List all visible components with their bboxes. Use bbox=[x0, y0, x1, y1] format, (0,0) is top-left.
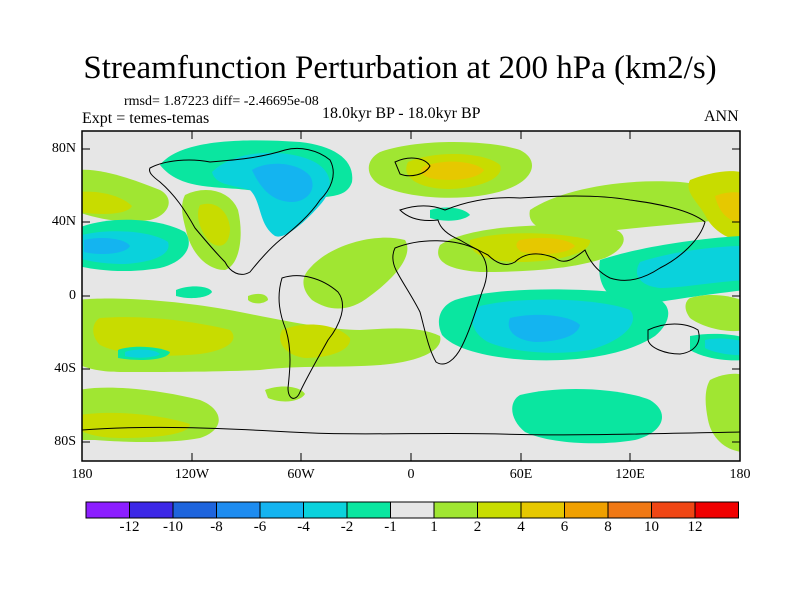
colorbar-swatch bbox=[303, 501, 348, 519]
lon-label: 180 bbox=[71, 467, 93, 482]
axis-ticks bbox=[82, 131, 740, 461]
lat-label: 80N bbox=[51, 141, 76, 156]
period-label: 18.0kyr BP - 18.0kyr BP bbox=[322, 105, 481, 122]
colorbar-label: -4 bbox=[297, 519, 310, 535]
colorbar-label: 1 bbox=[430, 519, 438, 535]
lon-label: 60E bbox=[509, 467, 533, 482]
colorbar-swatch bbox=[564, 501, 609, 519]
colorbar-label: 4 bbox=[517, 519, 525, 535]
colorbar-swatch bbox=[651, 501, 696, 519]
colorbar-label: 10 bbox=[644, 519, 659, 535]
colorbar-label: -1 bbox=[384, 519, 397, 535]
colorbar-swatch bbox=[477, 501, 522, 519]
plot-title: Streamfunction Perturbation at 200 hPa (… bbox=[83, 50, 717, 86]
lon-label: 120W bbox=[174, 467, 210, 482]
colorbar-label: -6 bbox=[253, 519, 267, 535]
contour-fields bbox=[82, 140, 740, 452]
lat-label: 40S bbox=[54, 361, 76, 376]
colorbar-swatch bbox=[433, 501, 478, 519]
colorbar-swatch bbox=[520, 501, 565, 519]
lat-label: 80S bbox=[54, 434, 76, 449]
colorbar-label: 12 bbox=[687, 519, 703, 535]
lon-label: 180 bbox=[729, 467, 751, 482]
stats-text: rmsd= 1.87223 diff= -2.46695e-08 bbox=[124, 94, 319, 109]
colorbar-label: -10 bbox=[163, 519, 183, 535]
colorbar-swatch bbox=[172, 501, 217, 519]
colorbar-label: 6 bbox=[560, 519, 569, 535]
coastlines bbox=[82, 147, 740, 436]
colorbar-swatch bbox=[259, 501, 304, 519]
colorbar-swatch bbox=[607, 501, 652, 519]
colorbar-label: -8 bbox=[210, 519, 223, 535]
colorbar-label: -12 bbox=[119, 519, 140, 535]
colorbar-swatch bbox=[85, 501, 130, 519]
colorbar-label: -2 bbox=[340, 519, 354, 535]
colorbar-swatch bbox=[129, 501, 174, 519]
lat-label: 0 bbox=[69, 288, 76, 303]
colorbar bbox=[85, 501, 739, 519]
lat-label: 40N bbox=[51, 214, 76, 229]
colorbar-swatch bbox=[346, 501, 391, 519]
season-label: ANN bbox=[704, 108, 739, 125]
colorbar-label: 8 bbox=[604, 519, 612, 535]
lon-label: 0 bbox=[407, 467, 415, 482]
colorbar-swatch bbox=[390, 501, 435, 519]
colorbar-swatch bbox=[216, 501, 261, 519]
experiment-label: Expt = temes-temas bbox=[82, 110, 210, 127]
lon-label: 60W bbox=[287, 467, 315, 482]
colorbar-label: 2 bbox=[473, 519, 482, 535]
lon-label: 120E bbox=[615, 467, 645, 482]
colorbar-swatch bbox=[694, 501, 739, 519]
